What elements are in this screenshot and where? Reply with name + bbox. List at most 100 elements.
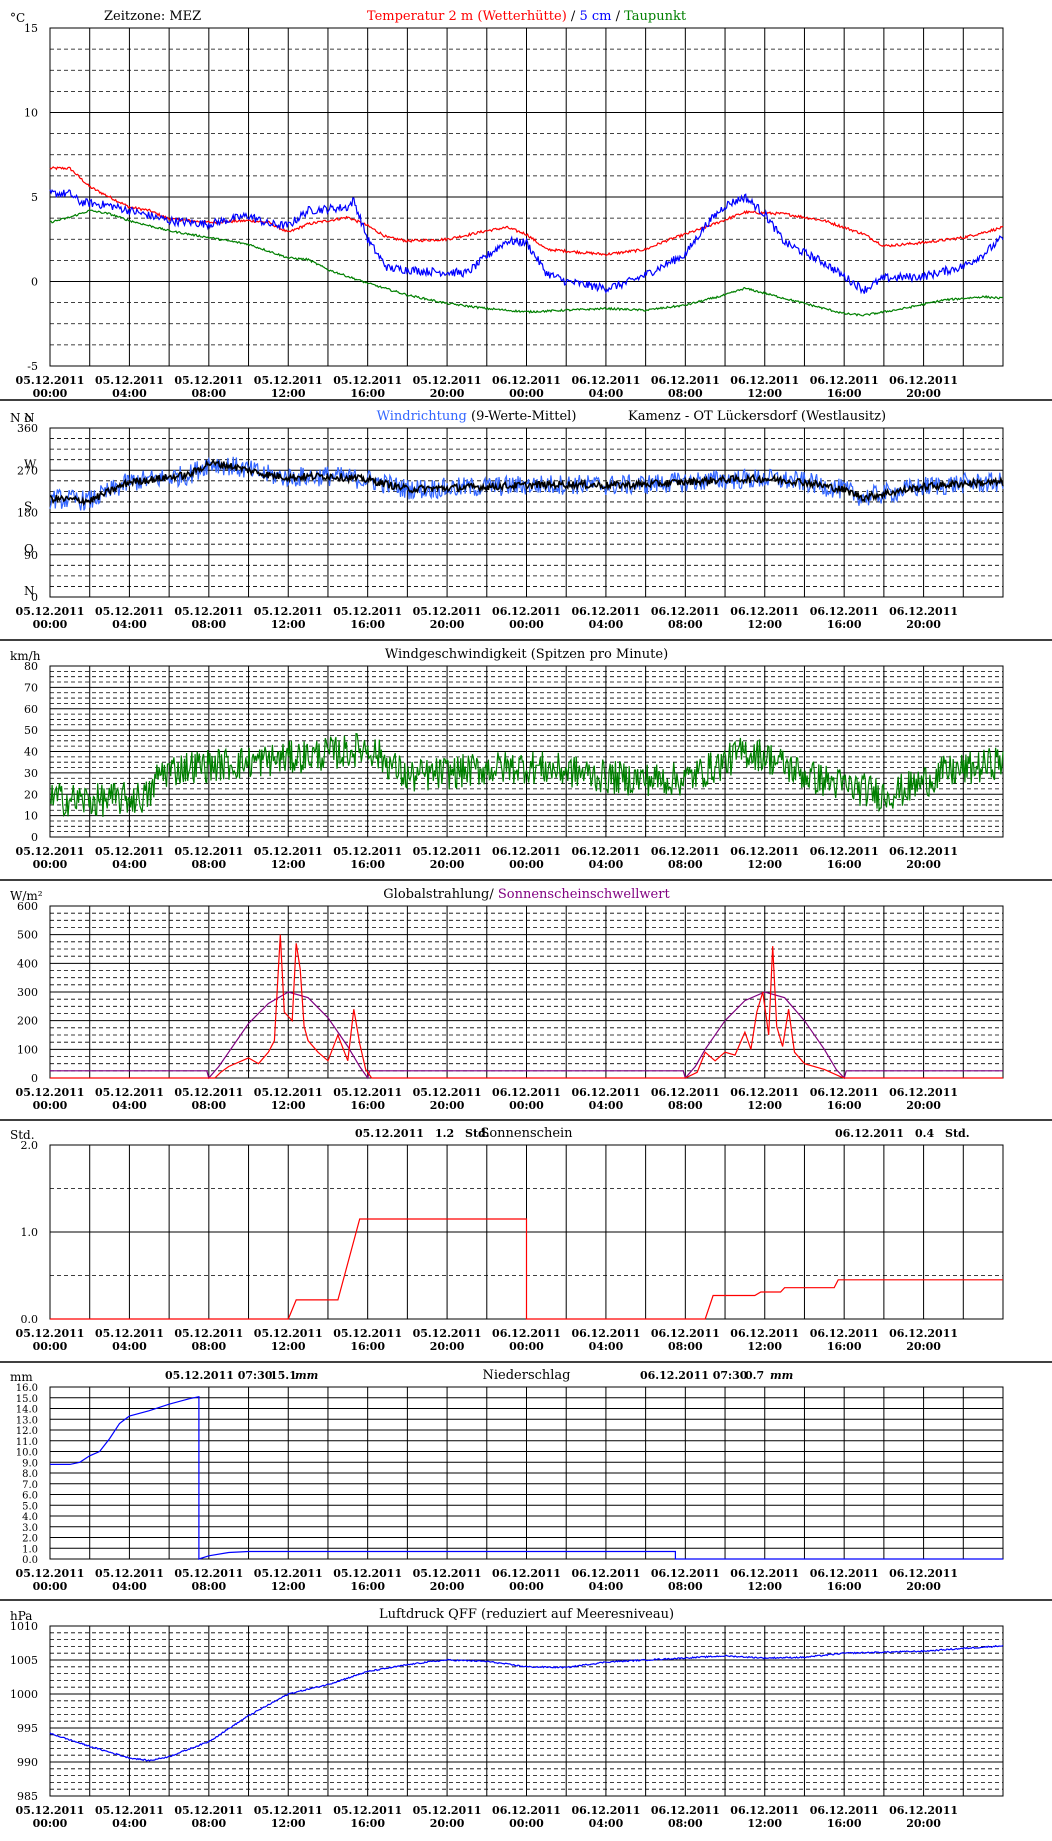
y-tick-label: 300	[17, 986, 38, 999]
x-tick-time: 00:00	[33, 1340, 68, 1353]
x-tick-date: 06.12.2011	[810, 1327, 879, 1340]
title-part: /	[567, 9, 580, 24]
x-tick-time: 00:00	[33, 1817, 68, 1830]
x-tick-date: 06.12.2011	[730, 605, 799, 618]
x-tick-date: 05.12.2011	[333, 1086, 402, 1099]
title-part: Temperatur 2 m (Wetterhütte)	[367, 9, 567, 24]
x-tick-time: 08:00	[668, 1099, 703, 1112]
y-tick-label: 270	[17, 464, 38, 477]
x-tick-time: 04:00	[589, 1340, 624, 1353]
pressure-series-0	[49, 1644, 1004, 1762]
y-tick-label: 985	[17, 1790, 38, 1803]
y-tick-label: 1000	[10, 1688, 38, 1701]
x-tick-date: 06.12.2011	[810, 1086, 879, 1099]
day-total-unit: Std.	[945, 1127, 970, 1140]
title-part: Luftdruck QFF (reduziert auf Meeresnivea…	[379, 1607, 674, 1622]
x-tick-time: 12:00	[271, 618, 306, 631]
x-tick-time: 08:00	[668, 1580, 703, 1593]
day-total-date: 05.12.2011	[355, 1127, 424, 1140]
x-tick-date: 05.12.2011	[174, 845, 243, 858]
x-tick-time: 12:00	[747, 1580, 782, 1593]
x-tick-date: 05.12.2011	[333, 374, 402, 387]
chart-title: Sonnenschein	[480, 1126, 573, 1141]
x-tick-date: 06.12.2011	[889, 374, 958, 387]
x-tick-time: 08:00	[191, 387, 226, 400]
x-tick-date: 06.12.2011	[810, 1567, 879, 1580]
y-tick-label: 1005	[10, 1654, 38, 1667]
y-tick-label: 11.0	[16, 1437, 38, 1448]
x-tick-time: 08:00	[668, 618, 703, 631]
y-tick-label: 50	[24, 724, 38, 737]
title-part: 5 cm	[579, 9, 611, 24]
y-tick-label: 0	[31, 831, 38, 844]
x-tick-time: 04:00	[112, 1099, 147, 1112]
x-tick-date: 06.12.2011	[651, 845, 720, 858]
x-tick-time: 16:00	[350, 1580, 385, 1593]
x-tick-time: 00:00	[509, 618, 544, 631]
x-tick-time: 00:00	[33, 1099, 68, 1112]
x-tick-date: 05.12.2011	[95, 1327, 164, 1340]
x-tick-time: 00:00	[509, 1817, 544, 1830]
x-tick-time: 12:00	[271, 1099, 306, 1112]
x-tick-time: 08:00	[191, 858, 226, 871]
timezone-label: Zeitzone: MEZ	[104, 9, 201, 24]
x-tick-time: 08:00	[668, 387, 703, 400]
x-tick-time: 16:00	[350, 1099, 385, 1112]
title-part: Sonnenschein	[480, 1126, 573, 1141]
y-tick-label: 15.0	[16, 1394, 38, 1405]
global_radiation-series-1	[50, 934, 1003, 1079]
x-tick-time: 00:00	[33, 387, 68, 400]
x-tick-time: 20:00	[430, 1340, 465, 1353]
x-tick-time: 16:00	[827, 858, 862, 871]
x-tick-date: 05.12.2011	[413, 1804, 482, 1817]
x-tick-time: 20:00	[906, 1340, 941, 1353]
wind_direction-series-1	[49, 458, 1004, 507]
day-total-date: 06.12.2011 07:30	[640, 1369, 748, 1382]
x-tick-date: 05.12.2011	[413, 1086, 482, 1099]
temperature-series-2	[49, 209, 1004, 317]
x-tick-date: 06.12.2011	[889, 845, 958, 858]
x-tick-time: 20:00	[430, 1099, 465, 1112]
temperature-series-0	[49, 166, 1004, 257]
x-tick-date: 05.12.2011	[254, 605, 323, 618]
x-tick-time: 04:00	[112, 1817, 147, 1830]
chart-title: Windgeschwindigkeit (Spitzen pro Minute)	[385, 647, 668, 662]
y-tick-label: 70	[24, 681, 38, 694]
x-tick-date: 06.12.2011	[571, 1567, 640, 1580]
x-tick-time: 00:00	[33, 618, 68, 631]
y-tick-label: 400	[17, 957, 38, 970]
y-tick-label: 40	[24, 746, 38, 759]
unit-label: W/m²	[10, 889, 43, 903]
y-tick-label: 5.0	[22, 1501, 38, 1512]
y-tick-label: 2.0	[22, 1534, 38, 1545]
x-tick-time: 04:00	[589, 618, 624, 631]
temperature-chart: 15 10 5 0 -5 °C Temperatur 2 m (Wetterhütte) /…	[10, 9, 1004, 400]
title-part: Globalstrahlung/	[383, 887, 498, 902]
x-tick-date: 05.12.2011	[174, 1086, 243, 1099]
x-tick-date: 05.12.2011	[333, 845, 402, 858]
x-tick-date: 05.12.2011	[16, 374, 85, 387]
x-tick-time: 16:00	[350, 387, 385, 400]
x-tick-date: 06.12.2011	[492, 1567, 561, 1580]
station-label: Kamenz - OT Lückersdorf (Westlausitz)	[628, 409, 886, 424]
y-tick-label: 1.0	[21, 1226, 39, 1239]
x-tick-time: 08:00	[191, 1817, 226, 1830]
y-tick-label: 10	[24, 107, 38, 120]
y-tick-label: 600	[17, 900, 38, 913]
day-total-unit: mm	[295, 1369, 318, 1382]
x-tick-date: 06.12.2011	[571, 845, 640, 858]
x-tick-date: 05.12.2011	[174, 1804, 243, 1817]
x-tick-time: 04:00	[112, 1340, 147, 1353]
y-tick-label: 2.0	[21, 1139, 39, 1152]
x-tick-date: 06.12.2011	[492, 1086, 561, 1099]
x-tick-time: 20:00	[430, 1580, 465, 1593]
x-tick-date: 06.12.2011	[571, 374, 640, 387]
x-tick-date: 06.12.2011	[730, 374, 799, 387]
x-tick-time: 20:00	[430, 387, 465, 400]
day-total-value: 0.7	[745, 1369, 764, 1382]
day-total-value: 1.2	[435, 1127, 454, 1140]
x-tick-time: 04:00	[589, 858, 624, 871]
x-tick-time: 12:00	[271, 1340, 306, 1353]
compass-label: W	[24, 457, 37, 471]
